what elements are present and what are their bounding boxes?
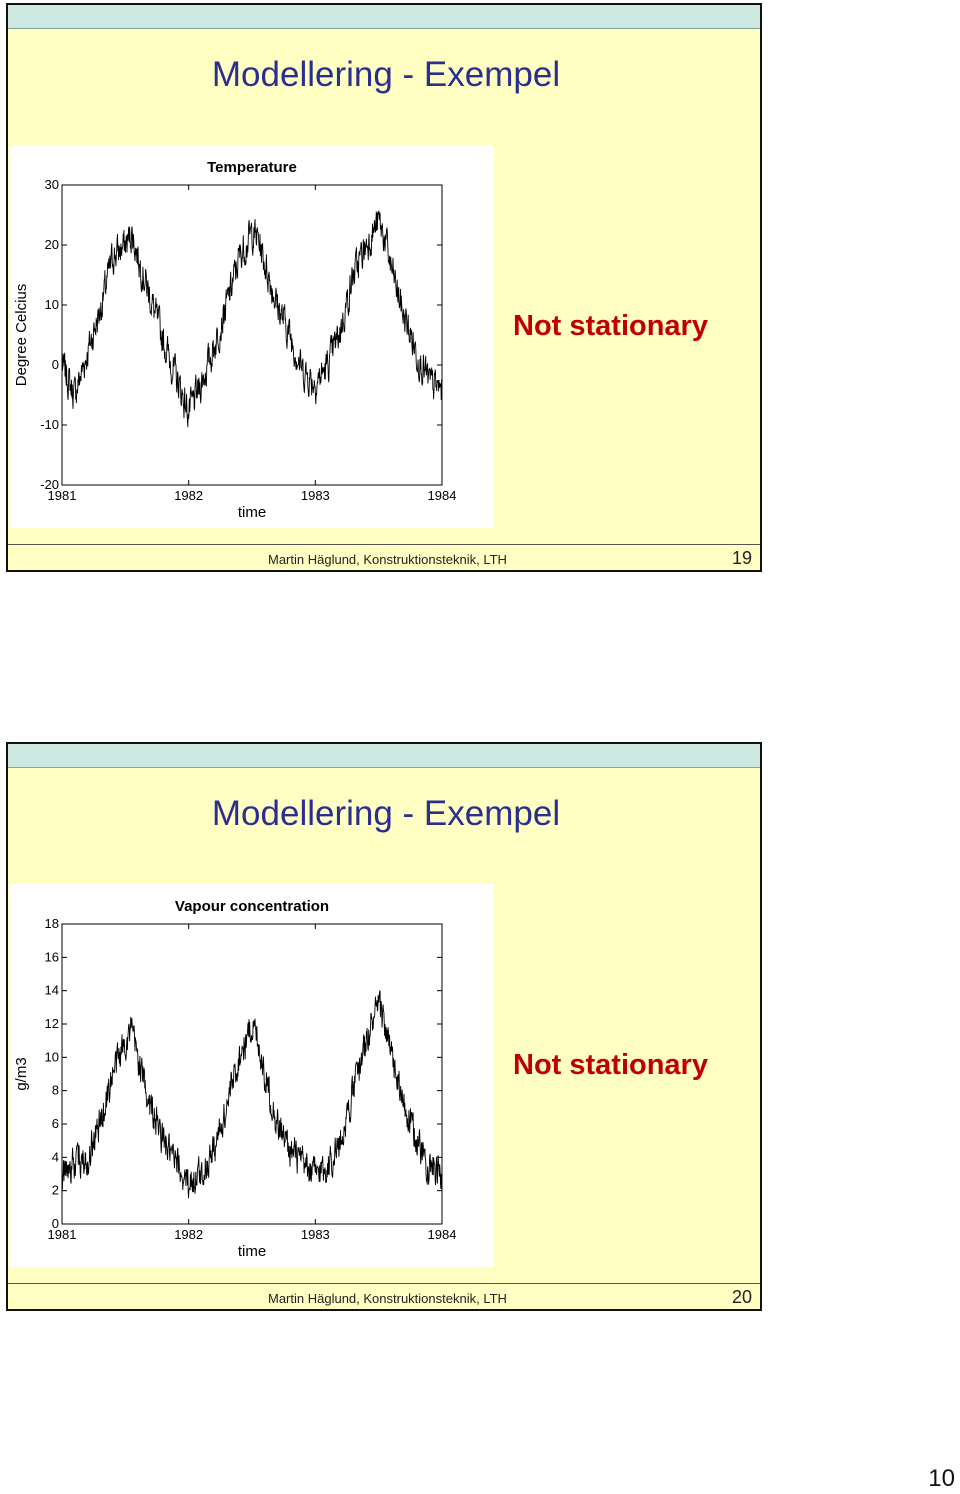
- y-tick-label: -10: [40, 417, 59, 432]
- y-tick-label: 20: [45, 237, 59, 252]
- series-line: [61, 210, 443, 428]
- slide-number: 20: [731, 1287, 752, 1307]
- y-axis-label: g/m3: [13, 1057, 30, 1090]
- not-stationary-note: Not stationary: [513, 310, 708, 342]
- slide-title: Modellering - Exempel: [211, 55, 561, 94]
- y-tick-label: 6: [52, 1116, 59, 1131]
- not-stationary-note: Not stationary: [513, 1049, 708, 1081]
- y-tick-label: 18: [45, 916, 59, 931]
- plot-frame: [61, 923, 443, 1225]
- chart-title: Temperature: [207, 159, 297, 176]
- y-tick-label: 4: [52, 1149, 59, 1164]
- y-tick-label: 0: [52, 357, 59, 372]
- temperature-chart: Temperature time Degree Celcius 1981 1982 198…: [10, 145, 494, 528]
- y-tick-label: 16: [45, 949, 59, 964]
- slide-number: 19: [731, 548, 752, 568]
- slide-footer: Martin Häglund, Konstruktionsteknik, LTH: [268, 1291, 507, 1306]
- slide-footer: Martin Häglund, Konstruktionsteknik, LTH: [268, 552, 507, 567]
- x-tick-label: 1983: [301, 1227, 330, 1242]
- y-tick-label: 30: [45, 177, 59, 192]
- y-tick-label: 8: [52, 1083, 59, 1098]
- footer-divider: [8, 1283, 760, 1284]
- x-tick-label: 1982: [174, 1227, 203, 1242]
- x-tick-label: 1984: [428, 488, 457, 503]
- x-tick-label: 1983: [301, 488, 330, 503]
- slide-top-bar: [8, 744, 760, 768]
- y-tick-label: 10: [45, 1049, 59, 1064]
- y-tick-label: 2: [52, 1183, 59, 1198]
- y-tick-label: -20: [40, 477, 59, 492]
- plot-frame: [61, 184, 443, 486]
- x-tick-label: 1981: [48, 1227, 77, 1242]
- x-tick-label: 1982: [174, 488, 203, 503]
- y-tick-label: 10: [45, 297, 59, 312]
- x-tick-label: 1984: [428, 1227, 457, 1242]
- vapour-chart: Vapour concentration time g/m3 1981 1982 1983…: [10, 884, 494, 1267]
- x-axis-label: time: [238, 504, 266, 521]
- series-line: [61, 990, 443, 1199]
- y-axis-label: Degree Celcius: [13, 284, 30, 387]
- y-tick-label: 14: [45, 983, 59, 998]
- slide-20: Modellering - Exempel Vapour concentrati…: [6, 742, 762, 1311]
- y-tick-label: 12: [45, 1016, 59, 1031]
- y-tick-label: 0: [52, 1216, 59, 1231]
- x-axis-label: time: [238, 1243, 266, 1260]
- footer-divider: [8, 544, 760, 545]
- x-tick-label: 1981: [48, 488, 77, 503]
- chart-title: Vapour concentration: [175, 898, 329, 915]
- page-number: 10: [928, 1465, 955, 1492]
- slide-top-bar: [8, 5, 760, 29]
- slide-19: Modellering - Exempel Temperature time Deg…: [6, 3, 762, 572]
- slide-title: Modellering - Exempel: [211, 794, 561, 833]
